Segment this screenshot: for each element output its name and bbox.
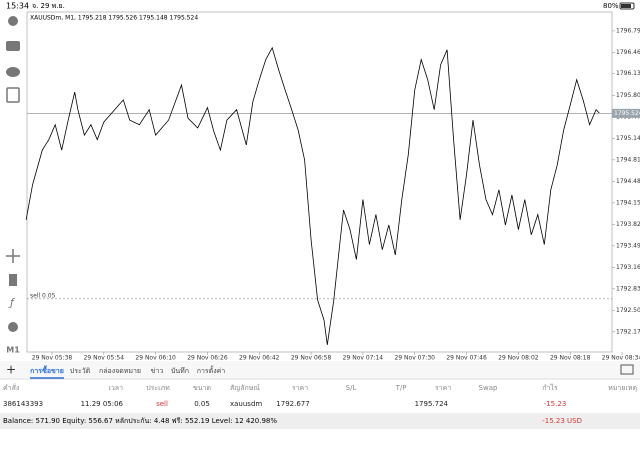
tab[interactable]: การตั้งค่า	[197, 364, 226, 375]
status-date: จ. 29 พ.ย.	[32, 2, 65, 10]
x-tick-label: 29 Nov 08:34	[602, 355, 640, 362]
x-tick-label: 29 Nov 07:46	[446, 355, 487, 362]
column-header: Swap	[479, 384, 498, 392]
x-tick-label: 29 Nov 07:14	[343, 355, 384, 362]
price-tag-label: 1795.524	[614, 110, 640, 117]
y-tick-label: 1793.490	[616, 242, 640, 249]
cell-time: 11.29 05:06	[81, 400, 124, 408]
column-header: ประเภท	[146, 384, 170, 392]
new-order-icon[interactable]	[6, 87, 20, 103]
trade-icon[interactable]	[6, 41, 20, 51]
cell-type: sell	[156, 400, 168, 408]
y-tick-label: 1793.160	[616, 264, 640, 271]
tab[interactable]: ประวัติ	[70, 367, 91, 375]
y-tick-label: 1793.820	[616, 221, 640, 228]
column-header: ขนาด	[193, 384, 211, 392]
y-tick-label: 1796.460	[616, 49, 640, 56]
timeframe-button[interactable]: M1	[6, 346, 20, 355]
tab-bar	[0, 361, 640, 379]
y-tick-label: 1796.790	[616, 27, 640, 34]
x-tick-label: 29 Nov 06:42	[239, 355, 280, 362]
footer-total: -15.23 USD	[542, 417, 582, 425]
x-tick-label: 29 Nov 07:30	[395, 355, 436, 362]
indicators-icon[interactable]	[9, 274, 17, 286]
cell-price: 1795.724	[415, 400, 449, 408]
x-tick-label: 29 Nov 06:10	[135, 355, 176, 362]
y-tick-label: 1794.480	[616, 178, 640, 185]
cell-open-price: 1792.677	[276, 400, 309, 408]
y-tick-label: 1796.135	[616, 70, 640, 77]
price-tag	[612, 108, 640, 118]
y-tick-label: 1795.800	[616, 92, 640, 99]
left-toolbar: ƒ	[6, 16, 20, 332]
status-battery: 80%	[603, 2, 619, 10]
y-tick-label: 1792.830	[616, 285, 640, 292]
function-icon[interactable]: ƒ	[8, 296, 16, 309]
x-tick-label: 29 Nov 05:54	[84, 355, 125, 362]
status-time: 15:34	[6, 2, 29, 11]
column-header: T/P	[395, 384, 407, 392]
battery-level	[621, 4, 631, 8]
tab[interactable]: บันทึก	[171, 366, 189, 375]
footer-summary: Balance: 571.90 Equity: 556.67 หลักประกั…	[3, 417, 277, 425]
tab[interactable]: กล่องจดหมาย	[99, 367, 141, 375]
cell-order: 386143393	[3, 400, 43, 408]
y-tick-label: 1794.150	[616, 199, 640, 206]
tab[interactable]: ข่าว	[151, 367, 164, 375]
add-button[interactable]: +	[6, 363, 16, 377]
account-icon[interactable]	[8, 16, 18, 26]
y-tick-label: 1792.170	[616, 328, 640, 335]
chart-title: XAUUSDm, M1, 1795.218 1795.526 1795.148 …	[30, 15, 198, 22]
cell-volume: 0.05	[194, 400, 210, 408]
y-tick-label: 1792.500	[616, 307, 640, 314]
x-tick-label: 29 Nov 08:02	[498, 355, 539, 362]
column-header: คำสั่ง	[3, 383, 19, 392]
order-label: sell 0.05	[30, 293, 56, 300]
panel-icon[interactable]	[620, 364, 634, 375]
column-header: ราคา	[292, 384, 308, 392]
price-line-series	[25, 46, 600, 345]
column-header: เวลา	[108, 384, 123, 392]
x-tick-label: 29 Nov 06:26	[187, 355, 228, 362]
x-tick-label: 29 Nov 08:18	[550, 355, 591, 362]
y-tick-label: 1795.140	[616, 135, 640, 142]
column-header: กำไร	[542, 383, 558, 392]
battery-icon	[619, 2, 635, 10]
column-header: ราคา	[435, 384, 451, 392]
cell-symbol: xauusdm	[230, 400, 262, 408]
x-tick-label: 29 Nov 06:58	[291, 355, 332, 362]
footer-bar	[0, 413, 640, 429]
tab[interactable]: การซื้อขาย	[30, 364, 64, 375]
column-header: หมายเหตุ	[608, 384, 637, 392]
chart-frame	[26, 11, 613, 353]
cell-profit: -15.23	[544, 400, 567, 408]
chat-icon[interactable]	[6, 67, 20, 77]
objects-icon[interactable]	[8, 322, 18, 332]
x-tick-label: 29 Nov 05:38	[32, 355, 73, 362]
column-header: สัญลักษณ์	[230, 384, 260, 392]
column-header: S/L	[346, 384, 357, 392]
y-tick-label: 1794.810	[616, 156, 640, 163]
